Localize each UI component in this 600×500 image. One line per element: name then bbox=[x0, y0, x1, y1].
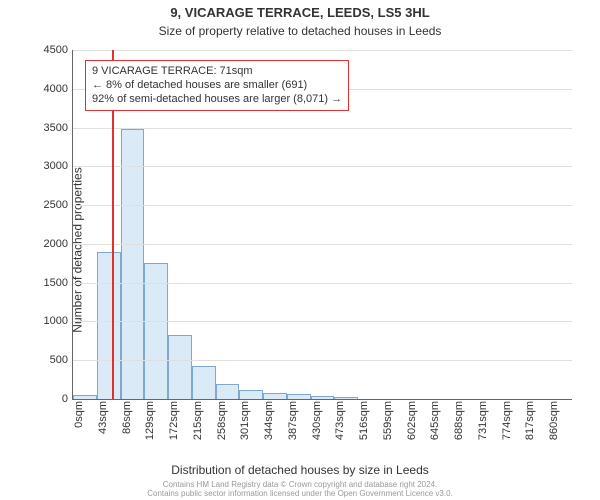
y-tick-label: 1500 bbox=[44, 277, 73, 289]
x-tick-label: 172sqm bbox=[168, 401, 180, 440]
plot-area: 9 VICARAGE TERRACE: 71sqm ← 8% of detach… bbox=[72, 50, 572, 400]
histogram-bar bbox=[216, 384, 240, 400]
x-tick-label: 688sqm bbox=[453, 401, 465, 440]
x-tick-label: 43sqm bbox=[97, 401, 109, 434]
gridline bbox=[73, 128, 572, 129]
attribution-line-2: Contains public sector information licen… bbox=[0, 489, 600, 498]
x-tick-label: 860sqm bbox=[548, 401, 560, 440]
x-axis-label: Distribution of detached houses by size … bbox=[0, 463, 600, 477]
x-tick-label: 559sqm bbox=[382, 401, 394, 440]
x-tick-label: 817sqm bbox=[524, 401, 536, 440]
y-tick-label: 0 bbox=[62, 393, 73, 405]
chart-title-sub: Size of property relative to detached ho… bbox=[0, 24, 600, 38]
y-tick-label: 3500 bbox=[44, 122, 73, 134]
x-tick-label: 215sqm bbox=[192, 401, 204, 440]
histogram-bar bbox=[287, 394, 311, 399]
gridline bbox=[73, 321, 572, 322]
gridline bbox=[73, 283, 572, 284]
gridline bbox=[73, 50, 572, 51]
x-tick-label: 301sqm bbox=[239, 401, 251, 440]
annotation-line-3: 92% of semi-detached houses are larger (… bbox=[92, 93, 342, 107]
histogram-bar bbox=[97, 252, 121, 399]
x-tick-label: 473sqm bbox=[334, 401, 346, 440]
histogram-bar bbox=[239, 390, 263, 399]
histogram-bar bbox=[192, 366, 216, 399]
x-tick-label: 731sqm bbox=[477, 401, 489, 440]
y-tick-label: 2500 bbox=[44, 199, 73, 211]
histogram-bar bbox=[168, 335, 192, 399]
y-tick-label: 2000 bbox=[44, 238, 73, 250]
chart-title-main: 9, VICARAGE TERRACE, LEEDS, LS5 3HL bbox=[0, 5, 600, 20]
x-tick-label: 430sqm bbox=[311, 401, 323, 440]
x-tick-label: 645sqm bbox=[429, 401, 441, 440]
gridline bbox=[73, 205, 572, 206]
histogram-bar bbox=[311, 396, 335, 399]
x-tick-label: 774sqm bbox=[501, 401, 513, 440]
x-tick-label: 0sqm bbox=[73, 401, 85, 428]
histogram-bar bbox=[334, 397, 358, 399]
y-tick-label: 4000 bbox=[44, 83, 73, 95]
attribution-line-1: Contains HM Land Registry data © Crown c… bbox=[0, 480, 600, 489]
attribution: Contains HM Land Registry data © Crown c… bbox=[0, 480, 600, 498]
gridline bbox=[73, 360, 572, 361]
y-tick-label: 3000 bbox=[44, 160, 73, 172]
histogram-bar bbox=[121, 129, 145, 399]
y-tick-label: 4500 bbox=[44, 44, 73, 56]
annotation-line-2: ← 8% of detached houses are smaller (691… bbox=[92, 79, 342, 93]
x-tick-label: 516sqm bbox=[358, 401, 370, 440]
gridline bbox=[73, 244, 572, 245]
x-tick-label: 129sqm bbox=[144, 401, 156, 440]
x-tick-label: 602sqm bbox=[406, 401, 418, 440]
histogram-bar bbox=[263, 393, 287, 399]
y-tick-label: 500 bbox=[50, 354, 73, 366]
x-tick-label: 344sqm bbox=[263, 401, 275, 440]
y-tick-label: 1000 bbox=[44, 315, 73, 327]
gridline bbox=[73, 166, 572, 167]
annotation-box: 9 VICARAGE TERRACE: 71sqm ← 8% of detach… bbox=[85, 60, 349, 111]
x-tick-label: 258sqm bbox=[216, 401, 228, 440]
x-tick-label: 86sqm bbox=[121, 401, 133, 434]
histogram-bar bbox=[73, 395, 97, 399]
x-tick-label: 387sqm bbox=[287, 401, 299, 440]
annotation-line-1: 9 VICARAGE TERRACE: 71sqm bbox=[92, 65, 342, 79]
